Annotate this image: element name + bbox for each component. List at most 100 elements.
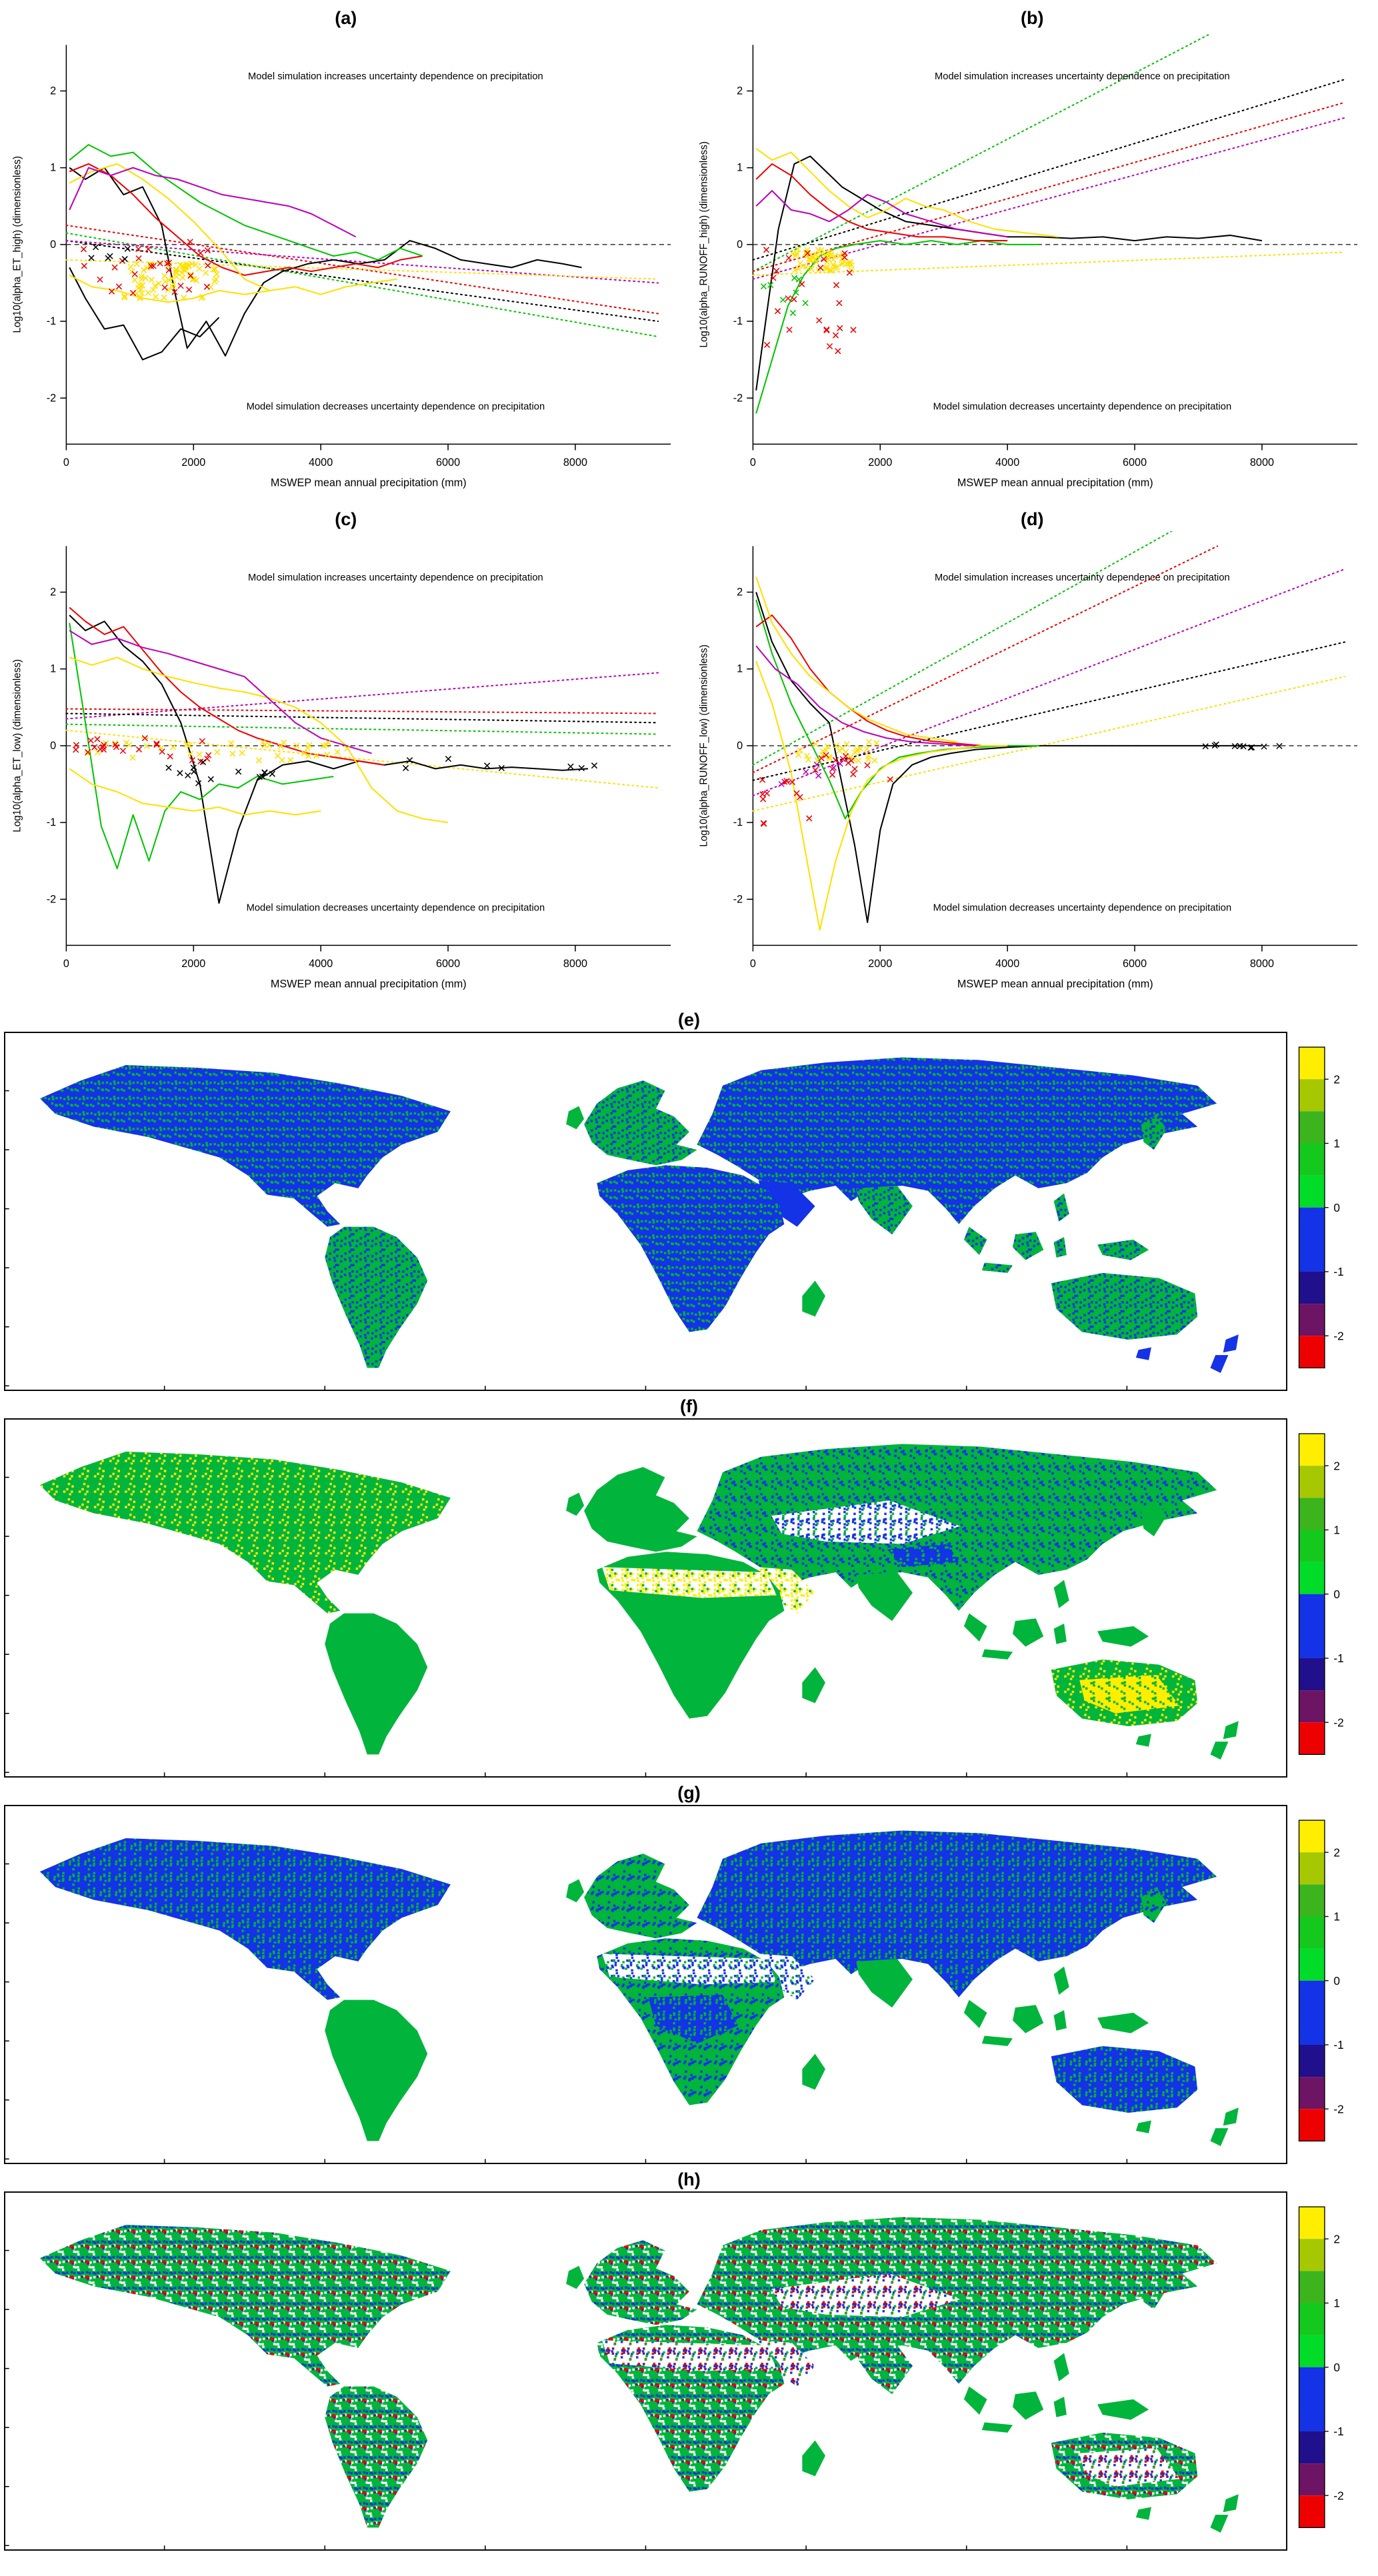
- svg-text:8000: 8000: [563, 958, 587, 970]
- svg-text:4000: 4000: [309, 958, 333, 970]
- svg-text:1: 1: [737, 162, 743, 174]
- svg-text:-2: -2: [47, 392, 56, 404]
- panel-e-title: (e): [678, 1010, 700, 1030]
- svg-text:0: 0: [737, 740, 743, 752]
- svg-text:2000: 2000: [868, 958, 892, 970]
- svg-text:-1: -1: [1333, 1266, 1343, 1279]
- svg-text:1: 1: [50, 162, 56, 174]
- svg-text:0: 0: [1333, 2361, 1340, 2374]
- svg-text:0: 0: [63, 958, 69, 970]
- panel-g-map: [4, 1805, 1287, 2165]
- svg-text:Log10(alpha_ET_low) (dimension: Log10(alpha_ET_low) (dimensionless): [11, 659, 23, 832]
- svg-text:0: 0: [1333, 1201, 1340, 1214]
- panel-a-title: (a): [335, 8, 357, 28]
- svg-text:MSWEP mean annual precipitatio: MSWEP mean annual precipitation (mm): [271, 477, 467, 489]
- panel-h-title: (h): [677, 2169, 701, 2190]
- svg-text:2: 2: [737, 85, 743, 97]
- svg-text:-1: -1: [1333, 2425, 1343, 2439]
- svg-text:-1: -1: [47, 315, 56, 327]
- svg-text:-2: -2: [1333, 2489, 1343, 2503]
- svg-text:Model simulation decreases unc: Model simulation decreases uncertainty d…: [247, 402, 545, 413]
- svg-text:8000: 8000: [563, 457, 587, 469]
- svg-text:2000: 2000: [868, 457, 892, 469]
- panel-d-chart: 0 2000 4000 6000 8000 -2 -1 0 1 2 MSWEP mean annua…: [698, 531, 1357, 990]
- svg-text:1: 1: [50, 662, 56, 674]
- svg-text:Log10(alpha_RUNOFF_high) (dime: Log10(alpha_RUNOFF_high) (dimensionless): [698, 141, 709, 348]
- svg-text:1: 1: [1333, 1524, 1340, 1537]
- svg-text:2000: 2000: [181, 958, 205, 970]
- svg-text:6000: 6000: [1123, 457, 1147, 469]
- svg-text:-1: -1: [733, 315, 742, 327]
- svg-text:-2: -2: [733, 392, 742, 404]
- panel-g-colorbar: 2 1 0 -1 -2: [1298, 1820, 1344, 2142]
- scatter-panels: (a) 0 2000 4000 6000 8000 -2 -1 0 1 2 MSWEP mean a…: [0, 0, 1378, 1004]
- panel-a-chart: 0 2000 4000 6000 8000 -2 -1 0 1 2 MSWEP mean annua…: [11, 45, 671, 489]
- svg-text:0: 0: [63, 457, 69, 469]
- svg-text:Model simulation decreases unc: Model simulation decreases uncertainty d…: [933, 402, 1231, 413]
- panel-f-map: [4, 1418, 1287, 1778]
- panel-d: (d) 0 2000 4000 6000 8000 -2 -1 0 1 2 MSWEP mean a…: [691, 504, 1375, 1005]
- svg-text:4000: 4000: [309, 457, 333, 469]
- svg-text:2: 2: [50, 586, 56, 598]
- panel-c-chart: 0 2000 4000 6000 8000 -2 -1 0 1 2 MSWEP mean annua…: [11, 546, 671, 990]
- panel-d-title: (d): [1021, 509, 1044, 529]
- svg-text:2: 2: [737, 586, 743, 598]
- svg-text:0: 0: [50, 740, 56, 752]
- svg-text:8000: 8000: [1249, 958, 1273, 970]
- svg-text:-2: -2: [1333, 2103, 1343, 2116]
- svg-text:MSWEP mean annual precipitatio: MSWEP mean annual precipitation (mm): [271, 978, 467, 990]
- panel-b: (b) 0 2000 4000 6000 8000 -2 -1 0 1 2 MSWEP mean a…: [691, 3, 1375, 504]
- panel-e: (e) 2 1 0 -1 -2: [0, 1004, 1378, 1392]
- svg-text:-2: -2: [1333, 1716, 1343, 1730]
- panel-h-map: [4, 2191, 1287, 2551]
- panel-h-colorbar: 2 1 0 -1 -2: [1298, 2206, 1344, 2529]
- svg-text:1: 1: [1333, 1910, 1340, 1924]
- svg-text:-2: -2: [733, 893, 742, 905]
- svg-text:4000: 4000: [995, 457, 1019, 469]
- panel-g-title: (g): [677, 1783, 701, 1804]
- svg-text:8000: 8000: [1249, 457, 1273, 469]
- panel-b-chart: 0 2000 4000 6000 8000 -2 -1 0 1 2 MSWEP mean annua…: [698, 33, 1357, 489]
- svg-text:1: 1: [1333, 2297, 1340, 2310]
- panel-f-colorbar: 2 1 0 -1 -2: [1298, 1433, 1344, 1756]
- svg-text:2: 2: [1333, 1460, 1340, 1473]
- svg-text:0: 0: [50, 239, 56, 251]
- svg-text:0: 0: [749, 958, 755, 970]
- svg-text:Model simulation increases unc: Model simulation increases uncertainty d…: [935, 573, 1230, 583]
- svg-text:Log10(alpha_RUNOFF_low) (dimen: Log10(alpha_RUNOFF_low) (dimensionless): [698, 644, 709, 847]
- svg-text:2: 2: [1333, 1073, 1340, 1086]
- panel-a: (a) 0 2000 4000 6000 8000 -2 -1 0 1 2 MSWEP mean a…: [4, 3, 688, 504]
- svg-text:2: 2: [1333, 2233, 1340, 2246]
- svg-text:6000: 6000: [436, 457, 460, 469]
- panel-e-map: [4, 1032, 1287, 1392]
- svg-text:Model simulation increases unc: Model simulation increases uncertainty d…: [248, 573, 543, 583]
- svg-text:-1: -1: [1333, 2039, 1343, 2052]
- svg-text:MSWEP mean annual precipitatio: MSWEP mean annual precipitation (mm): [957, 477, 1153, 489]
- svg-text:6000: 6000: [436, 958, 460, 970]
- svg-text:-1: -1: [47, 816, 56, 828]
- svg-text:0: 0: [749, 457, 755, 469]
- svg-text:MSWEP mean annual precipitatio: MSWEP mean annual precipitation (mm): [957, 978, 1153, 990]
- svg-text:-1: -1: [1333, 1652, 1343, 1666]
- svg-text:Model simulation decreases unc: Model simulation decreases uncertainty d…: [933, 902, 1231, 913]
- panel-h: (h) 2 1 0 -1 -2: [0, 2164, 1378, 2551]
- svg-text:-2: -2: [1333, 1330, 1343, 1343]
- svg-text:Model simulation increases unc: Model simulation increases uncertainty d…: [248, 71, 543, 82]
- panel-e-colorbar: 2 1 0 -1 -2: [1298, 1046, 1344, 1369]
- panel-b-title: (b): [1021, 8, 1044, 28]
- svg-text:Model simulation decreases unc: Model simulation decreases uncertainty d…: [247, 902, 545, 913]
- panel-f-title: (f): [680, 1396, 698, 1417]
- svg-text:0: 0: [1333, 1588, 1340, 1601]
- svg-text:4000: 4000: [995, 958, 1019, 970]
- svg-text:6000: 6000: [1123, 958, 1147, 970]
- svg-text:1: 1: [737, 662, 743, 674]
- panel-c-title: (c): [335, 509, 357, 529]
- svg-text:-2: -2: [47, 893, 56, 905]
- svg-text:Model simulation increases unc: Model simulation increases uncertainty d…: [935, 71, 1230, 82]
- panel-c: (c) 0 2000 4000 6000 8000 -2 -1 0 1 2 MSWEP mean a…: [4, 504, 688, 1005]
- svg-text:2: 2: [1333, 1846, 1340, 1860]
- panel-f: (f) 2 1 0 -1 -2: [0, 1391, 1378, 1778]
- svg-text:1: 1: [1333, 1137, 1340, 1150]
- svg-text:2: 2: [50, 85, 56, 97]
